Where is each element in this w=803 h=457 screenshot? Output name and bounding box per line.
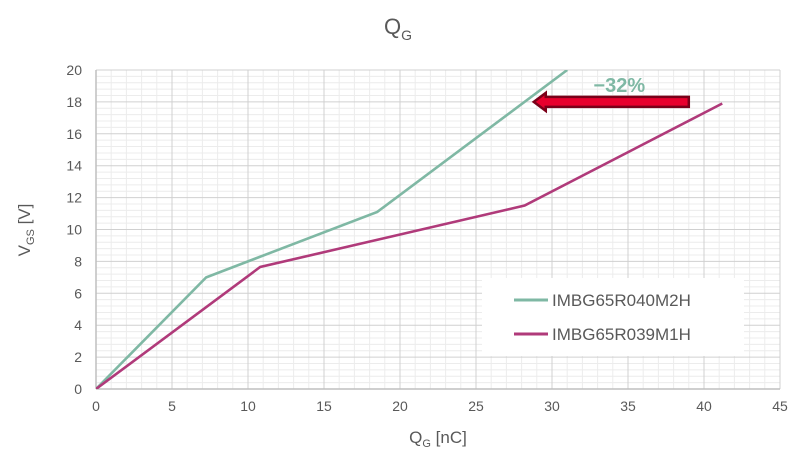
legend: IMBG65R040M2H IMBG65R039M1H — [482, 278, 744, 356]
series-line-imbg65r040m2h — [96, 70, 568, 389]
y-tick-label: 2 — [74, 349, 82, 365]
annotation: −32% — [531, 75, 691, 114]
legend-label-imbg65r040m2h: IMBG65R040M2H — [552, 291, 691, 310]
x-tick-label: 30 — [544, 398, 560, 414]
legend-label-imbg65r039m1h: IMBG65R039M1H — [552, 325, 691, 344]
tick-labels: 0 5 10 15 20 25 30 35 40 45 0 2 4 6 8 10 12 14 16 18 20 — [66, 62, 788, 414]
series-line-imbg65r039m1h — [96, 102, 723, 389]
y-tick-label: 12 — [66, 190, 82, 206]
y-tick-label: 14 — [66, 158, 82, 174]
x-tick-label: 0 — [92, 398, 100, 414]
x-tick-label: 20 — [392, 398, 408, 414]
y-tick-label: 20 — [66, 62, 82, 78]
x-tick-label: 25 — [468, 398, 484, 414]
reduction-arrow — [531, 90, 691, 114]
x-tick-label: 40 — [696, 398, 712, 414]
y-tick-label: 10 — [66, 222, 82, 238]
x-tick-label: 35 — [620, 398, 636, 414]
x-axis-label: QG [nC] — [409, 428, 467, 450]
chart-title: QG — [384, 14, 412, 43]
x-tick-label: 5 — [168, 398, 176, 414]
y-tick-label: 8 — [74, 253, 82, 269]
annotation-label: −32% — [593, 75, 645, 97]
y-tick-label: 18 — [66, 94, 82, 110]
x-tick-label: 10 — [240, 398, 256, 414]
y-tick-label: 0 — [74, 381, 82, 397]
series-lines — [96, 70, 723, 389]
y-axis-label: VGS [V] — [15, 204, 37, 257]
x-tick-label: 15 — [316, 398, 332, 414]
legend-box — [482, 278, 744, 356]
y-tick-label: 4 — [74, 317, 82, 333]
x-tick-label: 45 — [772, 398, 788, 414]
y-tick-label: 16 — [66, 126, 82, 142]
y-tick-label: 6 — [74, 285, 82, 301]
